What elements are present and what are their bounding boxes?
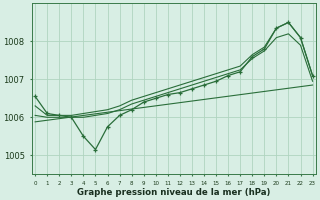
- X-axis label: Graphe pression niveau de la mer (hPa): Graphe pression niveau de la mer (hPa): [77, 188, 270, 197]
